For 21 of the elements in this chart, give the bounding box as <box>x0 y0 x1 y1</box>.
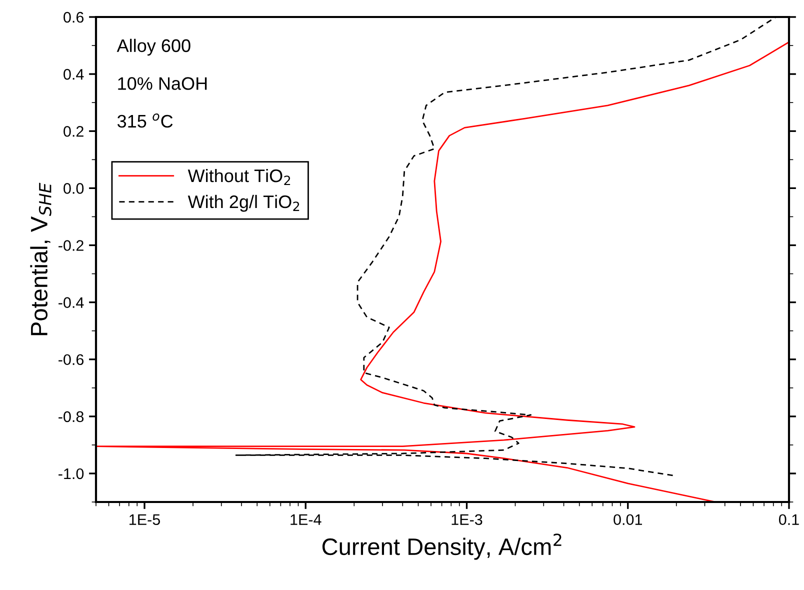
x-tick-label: 1E-3 <box>452 514 482 526</box>
y-tick-label: 0.4 <box>64 68 84 80</box>
x-tick-label: 0.1 <box>778 514 799 526</box>
legend-label: Without TiO$_{2}$ <box>188 168 290 185</box>
y-tick-label: 0.6 <box>64 12 84 23</box>
y-tick-label: -0.6 <box>58 354 84 366</box>
x-tick-label: 1E-4 <box>290 514 322 525</box>
annotation: 10% NaOH <box>118 77 207 90</box>
x-tick-label: 1E-5 <box>130 514 160 526</box>
y-tick-label: -0.8 <box>58 411 84 422</box>
y-tick-label: -0.2 <box>58 240 84 251</box>
x-axis-title: Current Density, A/cm$^{2}$ <box>322 534 562 560</box>
y-tick-label: -1.0 <box>58 468 84 480</box>
y-tick-label: 0.2 <box>64 126 84 137</box>
annotation: Alloy 600 <box>116 38 190 56</box>
legend-label: With 2g/l TiO$_{2}$ <box>188 194 300 212</box>
y-tick-label: -0.4 <box>58 297 84 308</box>
x-tick-label: 0.01 <box>614 514 642 526</box>
annotation: 315 $^{o}$C <box>117 113 173 128</box>
y-axis-title: Potential, V$_{SHE}$ <box>30 182 52 336</box>
y-tick-label: 0.0 <box>64 183 84 194</box>
